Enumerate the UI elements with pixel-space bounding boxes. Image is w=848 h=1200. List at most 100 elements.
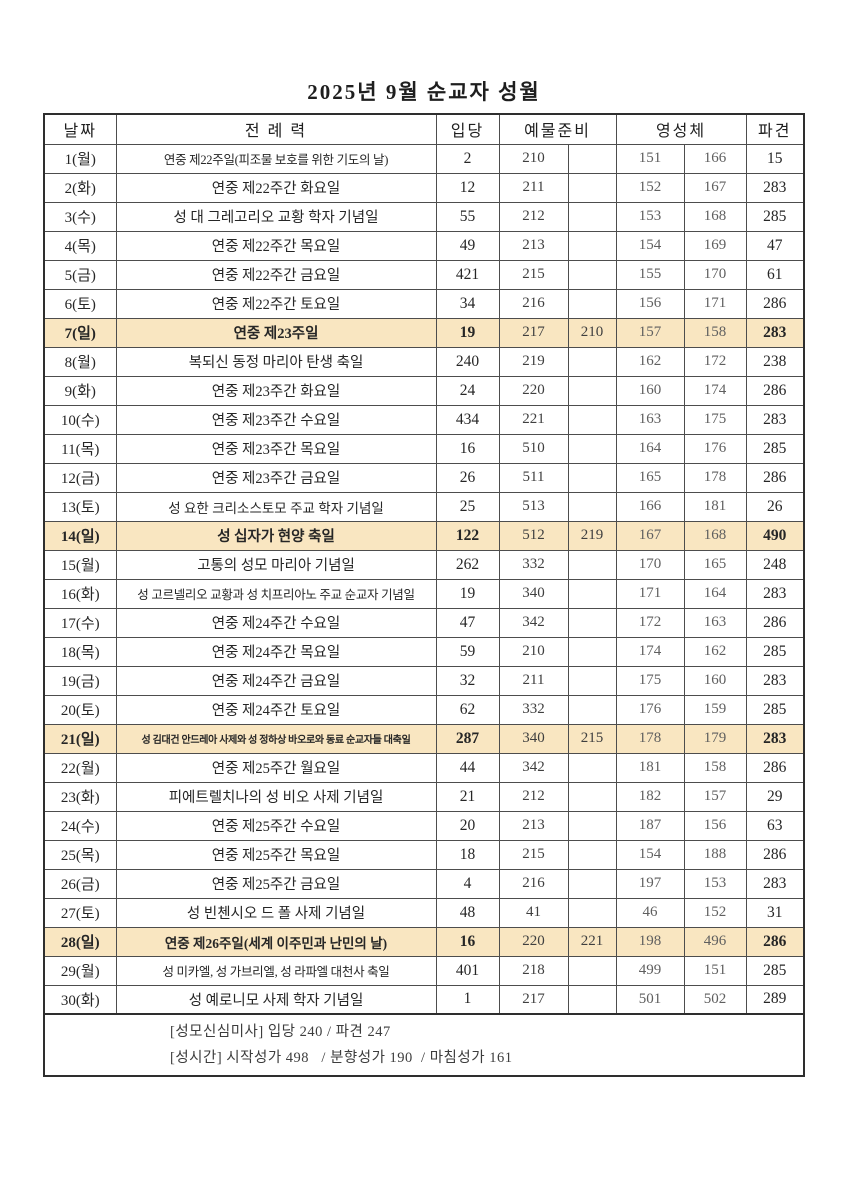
liturgy-cell: 연중 제23주간 금요일 xyxy=(115,462,437,493)
offertory-cell-1: 210 xyxy=(498,636,569,667)
offertory-cell-1: 332 xyxy=(498,549,569,580)
liturgy-cell: 연중 제24주간 수요일 xyxy=(115,607,437,638)
date-cell: 12(금) xyxy=(43,462,117,493)
entrance-cell: 20 xyxy=(435,810,500,841)
entrance-cell: 47 xyxy=(435,607,500,638)
date-cell: 17(수) xyxy=(43,607,117,638)
date-cell: 21(일) xyxy=(43,723,117,754)
communion-cell-2: 159 xyxy=(683,694,747,725)
dismissal-cell: 286 xyxy=(745,926,805,957)
entrance-cell: 59 xyxy=(435,636,500,667)
liturgy-cell: 성 빈첸시오 드 폴 사제 기념일 xyxy=(115,897,437,928)
entrance-cell: 19 xyxy=(435,578,500,609)
dismissal-cell: 283 xyxy=(745,578,805,609)
date-cell: 8(월) xyxy=(43,346,117,377)
table-row: 12(금) 연중 제23주간 금요일 26 511 165 178 286 xyxy=(43,462,805,493)
date-cell: 14(일) xyxy=(43,520,117,551)
dismissal-cell: 286 xyxy=(745,839,805,870)
offertory-cell-2 xyxy=(567,752,617,783)
dismissal-cell: 285 xyxy=(745,433,805,464)
date-cell: 5(금) xyxy=(43,259,117,290)
offertory-cell-1: 211 xyxy=(498,172,569,203)
table-body: 1(월) 연중 제22주일(피조물 보호를 위한 기도의 날) 2 210 151 166… xyxy=(43,143,805,1015)
communion-cell-1: 172 xyxy=(615,607,685,638)
entrance-cell: 24 xyxy=(435,375,500,406)
entrance-cell: 62 xyxy=(435,694,500,725)
footer-note-holy-hour: [성시간] 시작성가 498 / 분향성가 190 / 마침성가 161 xyxy=(170,1050,513,1066)
communion-cell-2: 168 xyxy=(683,520,747,551)
dismissal-cell: 248 xyxy=(745,549,805,580)
table-row: 5(금) 연중 제22주간 금요일 421 215 155 170 61 xyxy=(43,259,805,290)
entrance-cell: 34 xyxy=(435,288,500,319)
date-cell: 19(금) xyxy=(43,665,117,696)
table-row: 3(수) 성 대 그레고리오 교황 학자 기념일 55 212 153 168 285 xyxy=(43,201,805,232)
liturgy-cell: 복되신 동정 마리아 탄생 축일 xyxy=(115,346,437,377)
table-row: 10(수) 연중 제23주간 수요일 434 221 163 175 283 xyxy=(43,404,805,435)
communion-cell-2: 164 xyxy=(683,578,747,609)
offertory-cell-1: 512 xyxy=(498,520,569,551)
communion-cell-1: 166 xyxy=(615,491,685,522)
offertory-cell-1: 218 xyxy=(498,955,569,986)
dismissal-cell: 283 xyxy=(745,868,805,899)
liturgy-cell: 연중 제23주일 xyxy=(115,317,437,348)
liturgy-cell: 연중 제23주간 목요일 xyxy=(115,433,437,464)
col-header-entrance: 입당 xyxy=(435,113,500,145)
table-row: 16(화) 성 고르넬리오 교황과 성 치프리아노 주교 순교자 기념일 19 340… xyxy=(43,578,805,609)
table-row: 28(일) 연중 제26주일(세계 이주민과 난민의 날) 16 220 221 198 4… xyxy=(43,926,805,957)
liturgy-cell: 연중 제24주간 토요일 xyxy=(115,694,437,725)
communion-cell-1: 164 xyxy=(615,433,685,464)
communion-cell-1: 165 xyxy=(615,462,685,493)
dismissal-cell: 26 xyxy=(745,491,805,522)
entrance-cell: 44 xyxy=(435,752,500,783)
entrance-cell: 16 xyxy=(435,926,500,957)
communion-cell-1: 154 xyxy=(615,230,685,261)
table-row: 9(화) 연중 제23주간 화요일 24 220 160 174 286 xyxy=(43,375,805,406)
date-cell: 23(화) xyxy=(43,781,117,812)
offertory-cell-1: 211 xyxy=(498,665,569,696)
communion-cell-1: 499 xyxy=(615,955,685,986)
dismissal-cell: 283 xyxy=(745,665,805,696)
offertory-cell-2 xyxy=(567,897,617,928)
communion-cell-1: 170 xyxy=(615,549,685,580)
dismissal-cell: 285 xyxy=(745,955,805,986)
offertory-cell-2 xyxy=(567,607,617,638)
offertory-cell-2 xyxy=(567,201,617,232)
communion-cell-2: 178 xyxy=(683,462,747,493)
communion-cell-1: 154 xyxy=(615,839,685,870)
date-cell: 27(토) xyxy=(43,897,117,928)
entrance-cell: 401 xyxy=(435,955,500,986)
table-row: 7(일) 연중 제23주일 19 217 210 157 158 283 xyxy=(43,317,805,348)
dismissal-cell: 286 xyxy=(745,375,805,406)
date-cell: 10(수) xyxy=(43,404,117,435)
communion-cell-1: 197 xyxy=(615,868,685,899)
header-row: 날짜 전 례 력 입당 예물준비 영성체 파견 xyxy=(43,113,805,145)
dismissal-cell: 285 xyxy=(745,201,805,232)
communion-cell-2: 181 xyxy=(683,491,747,522)
liturgy-cell: 고통의 성모 마리아 기념일 xyxy=(115,549,437,580)
offertory-cell-1: 511 xyxy=(498,462,569,493)
table-row: 17(수) 연중 제24주간 수요일 47 342 172 163 286 xyxy=(43,607,805,638)
table-row: 18(목) 연중 제24주간 목요일 59 210 174 162 285 xyxy=(43,636,805,667)
liturgy-cell: 연중 제22주간 토요일 xyxy=(115,288,437,319)
dismissal-cell: 285 xyxy=(745,636,805,667)
communion-cell-2: 179 xyxy=(683,723,747,754)
date-cell: 4(목) xyxy=(43,230,117,261)
offertory-cell-1: 210 xyxy=(498,143,569,174)
date-cell: 18(목) xyxy=(43,636,117,667)
dismissal-cell: 15 xyxy=(745,143,805,174)
offertory-cell-2 xyxy=(567,375,617,406)
page-title: 2025년 9월 순교자 성월 xyxy=(307,80,541,104)
liturgy-cell: 연중 제22주간 화요일 xyxy=(115,172,437,203)
offertory-cell-1: 216 xyxy=(498,288,569,319)
dismissal-cell: 238 xyxy=(745,346,805,377)
communion-cell-2: 152 xyxy=(683,897,747,928)
date-cell: 22(월) xyxy=(43,752,117,783)
offertory-cell-2 xyxy=(567,346,617,377)
communion-cell-2: 163 xyxy=(683,607,747,638)
entrance-cell: 122 xyxy=(435,520,500,551)
entrance-cell: 12 xyxy=(435,172,500,203)
offertory-cell-1: 212 xyxy=(498,201,569,232)
date-cell: 1(월) xyxy=(43,143,117,174)
date-cell: 25(목) xyxy=(43,839,117,870)
offertory-cell-1: 215 xyxy=(498,839,569,870)
